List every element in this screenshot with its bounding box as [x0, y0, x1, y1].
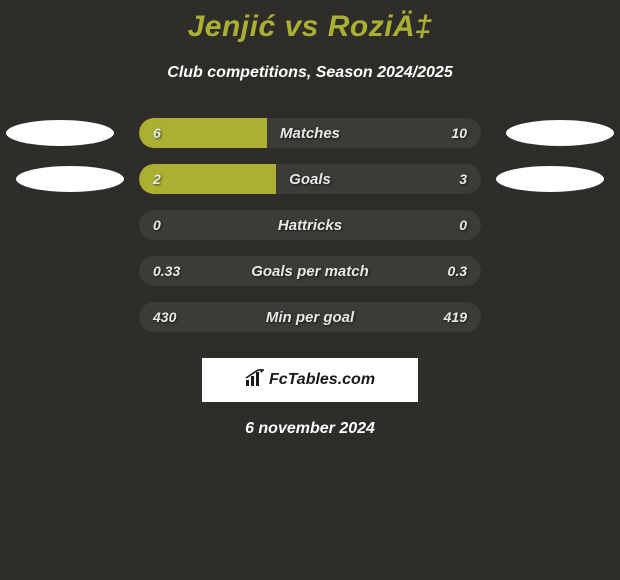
- stat-value-right: 3: [459, 171, 467, 187]
- stat-value-right: 10: [451, 125, 467, 141]
- comparison-card: Jenjić vs RoziÄ‡ Club competitions, Seas…: [0, 0, 620, 438]
- stat-bar: 0Hattricks0: [139, 210, 481, 240]
- stat-bar: 0.33Goals per match0.3: [139, 256, 481, 286]
- subtitle: Club competitions, Season 2024/2025: [0, 64, 620, 82]
- stat-label: Goals per match: [139, 263, 481, 280]
- stat-value-right: 0: [459, 217, 467, 233]
- player-left-marker: [16, 166, 124, 192]
- player-left-marker: [6, 120, 114, 146]
- date-label: 6 november 2024: [0, 420, 620, 438]
- stat-value-right: 419: [444, 309, 467, 325]
- stat-bar: 6Matches10: [139, 118, 481, 148]
- brand-box[interactable]: FcTables.com: [202, 358, 418, 402]
- stat-bar: 430Min per goal419: [139, 302, 481, 332]
- stat-label: Min per goal: [139, 309, 481, 326]
- chart-icon: [245, 369, 265, 392]
- stat-row: 0Hattricks0: [0, 202, 620, 248]
- stat-label: Matches: [139, 125, 481, 142]
- stat-label: Goals: [139, 171, 481, 188]
- brand-text: FcTables.com: [269, 371, 375, 389]
- player-right-marker: [506, 120, 614, 146]
- player-right-marker: [496, 166, 604, 192]
- brand-label: FcTables.com: [245, 369, 375, 392]
- stat-label: Hattricks: [139, 217, 481, 234]
- stat-row: 6Matches10: [0, 110, 620, 156]
- stat-row: 0.33Goals per match0.3: [0, 248, 620, 294]
- stat-value-right: 0.3: [448, 263, 467, 279]
- page-title: Jenjić vs RoziÄ‡: [0, 0, 620, 44]
- stat-bar: 2Goals3: [139, 164, 481, 194]
- stat-row: 2Goals3: [0, 156, 620, 202]
- chart-area: 6Matches102Goals30Hattricks00.33Goals pe…: [0, 110, 620, 340]
- stat-row: 430Min per goal419: [0, 294, 620, 340]
